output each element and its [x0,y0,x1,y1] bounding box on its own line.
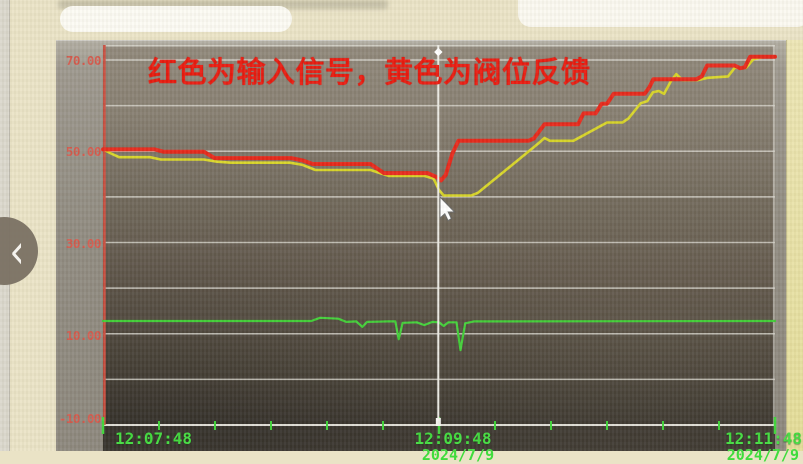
redaction-blob-right [518,0,803,27]
redaction-blob-left [60,6,292,32]
chevron-left-icon: ‹ [9,223,25,279]
x-axis-label-right: 12:11:48 [724,429,802,448]
y-axis-label-70: 70.00 [65,53,102,68]
y-axis-label-10: 10.00 [65,328,102,343]
cursor-top-marker [434,47,443,57]
x-axis-clipped-date-right: 2024/7/9 [726,446,799,464]
green-trace-line [101,316,777,352]
trend-chart-svg [101,45,777,434]
mouse-cursor [439,195,456,222]
chart-annotation-title: 红色为输入信号，黄色为阀位反馈 [148,57,591,89]
y-axis-label-50: 50.00 [65,144,102,159]
y-axis-label-30: 30.00 [65,236,102,251]
x-axis-label-center: 12:09:48 [414,429,492,448]
input-signal-red-line [101,54,777,183]
previous-image-button[interactable]: ‹ [0,217,38,285]
cursor-bottom-marker [435,418,441,426]
photo-right-edge [786,40,803,451]
x-axis-clipped-date-center: 2024/7/9 [421,446,495,464]
y-axis-label-minus10: -10.00 [58,411,102,426]
trend-plot-area[interactable]: 12:07:48 12:09:48 12:11:48 2024/7/9 2024… [101,45,802,464]
blurred-text-remnant [58,0,388,9]
x-axis-label-left: 12:07:48 [115,429,193,448]
